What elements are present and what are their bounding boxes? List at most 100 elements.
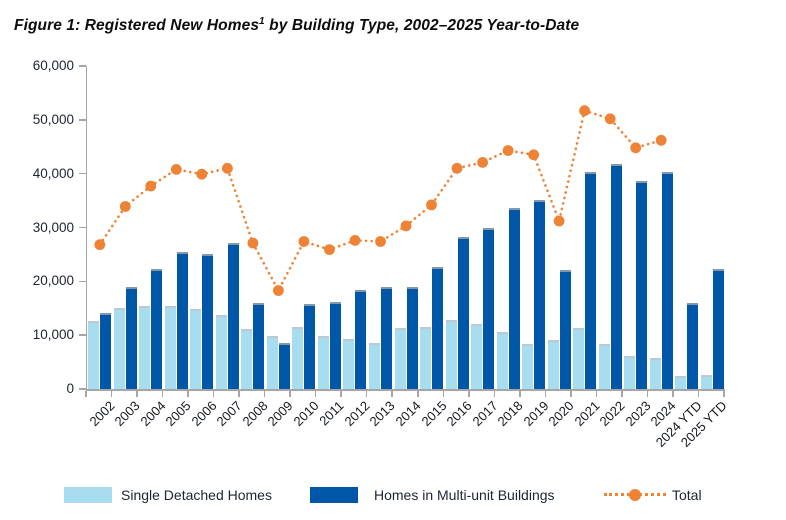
bar-single-detached-2006 <box>190 308 202 389</box>
bar-single-detached-2015 <box>420 327 432 389</box>
bar-single-detached-2004 <box>139 306 151 389</box>
bar-single-detached-2020 <box>547 340 559 389</box>
total-marker-2011 <box>324 244 335 256</box>
x-tick-20 <box>595 391 598 397</box>
total-marker-2024 <box>655 134 667 146</box>
bar-single-detached-2018 <box>496 331 508 389</box>
bar-multi-unit-2021 <box>585 172 597 389</box>
total-marker-2015 <box>426 199 437 211</box>
bar-multi-unit-2017 <box>483 227 495 389</box>
total-marker-2017 <box>477 157 488 168</box>
legend-line-marker-dot <box>629 489 641 501</box>
y-label-0: 0 <box>66 381 74 396</box>
total-marker-2005 <box>170 164 182 175</box>
bar-multi-unit-2012 <box>355 289 367 389</box>
x-tick-7 <box>263 391 266 397</box>
x-tick-12 <box>391 391 393 397</box>
x-tick-14 <box>442 391 445 397</box>
bar-single-detached-2024 <box>649 357 661 389</box>
bar-multi-unit-2004 <box>151 268 163 389</box>
bar-multi-unit-2019 <box>534 199 546 389</box>
legend-label-single-detached: Single Detached Homes <box>121 487 272 503</box>
bar-multi-unit-2008 <box>253 303 265 389</box>
bar-single-detached-2023 <box>624 355 636 389</box>
bar-single-detached-2003 <box>113 308 125 389</box>
x-tick-15 <box>468 391 470 397</box>
bar-multi-unit-2015 <box>432 266 444 389</box>
total-marker-2012 <box>349 235 361 246</box>
total-marker-2023 <box>630 142 642 154</box>
bar-multi-unit-2007 <box>227 242 239 389</box>
bar-single-detached-2022 <box>598 343 610 389</box>
bars-layer <box>87 66 725 389</box>
bar-multi-unit-2024 <box>661 171 673 389</box>
bar-single-detached-2024-ytd <box>675 375 687 389</box>
bar-multi-unit-2006 <box>202 254 214 389</box>
total-marker-2013 <box>375 236 386 247</box>
total-marker-2022 <box>604 113 616 125</box>
bar-single-detached-2017 <box>471 323 483 389</box>
bar-multi-unit-2014 <box>406 286 418 389</box>
total-marker-2004 <box>145 180 157 192</box>
total-marker-2019 <box>528 149 539 161</box>
total-marker-2021 <box>579 105 590 117</box>
figure-title: Figure 1: Registered New Homes1 by Build… <box>14 16 774 35</box>
x-tick-4 <box>187 391 189 397</box>
bar-multi-unit-2020 <box>559 270 571 389</box>
total-marker-2007 <box>222 162 233 174</box>
figure-title-rest: by Building Type, 2002–2025 Year-to-Date <box>264 17 580 35</box>
bar-multi-unit-2005 <box>176 252 188 389</box>
x-tick-0 <box>85 391 87 397</box>
bar-multi-unit-2023 <box>636 181 648 389</box>
total-marker-2003 <box>119 201 131 212</box>
total-marker-2009 <box>273 285 284 296</box>
x-tick-25 <box>723 391 725 397</box>
x-tick-2 <box>136 391 138 397</box>
bar-multi-unit-2013 <box>380 287 392 389</box>
x-tick-6 <box>238 391 240 397</box>
x-tick-19 <box>570 391 572 397</box>
bar-multi-unit-2003 <box>125 287 137 389</box>
x-tick-21 <box>621 391 623 397</box>
bar-single-detached-2007 <box>215 314 227 389</box>
bar-multi-unit-2018 <box>508 207 520 389</box>
bar-multi-unit-2024-ytd <box>687 302 699 389</box>
bar-multi-unit-2022 <box>610 163 622 389</box>
bar-single-detached-2012 <box>343 339 355 389</box>
bar-single-detached-2016 <box>445 320 457 389</box>
legend-label-total: Total <box>672 487 702 503</box>
legend: Single Detached Homes Homes in Multi-uni… <box>0 484 786 512</box>
y-label-50000: 50,000 <box>32 111 74 127</box>
total-marker-2016 <box>451 162 463 174</box>
y-label-30000: 30,000 <box>32 219 74 235</box>
y-tick-30000 <box>79 226 86 229</box>
x-tick-13 <box>417 391 419 397</box>
bar-single-detached-2019 <box>522 344 534 389</box>
bar-single-detached-2013 <box>368 343 380 389</box>
y-label-60000: 60,000 <box>32 58 74 73</box>
x-tick-23 <box>672 391 674 397</box>
y-tick-10000 <box>79 334 86 336</box>
total-dotted-line <box>98 109 663 294</box>
bar-single-detached-2025-ytd <box>700 375 712 389</box>
x-tick-10 <box>340 391 342 397</box>
legend-total-line-icon <box>604 487 666 503</box>
bar-multi-unit-2009 <box>278 343 290 389</box>
bar-single-detached-2014 <box>394 328 406 389</box>
legend-swatch-single-detached <box>64 487 112 503</box>
x-tick-3 <box>161 391 164 397</box>
plot-area <box>86 66 725 391</box>
x-tick-22 <box>646 391 649 397</box>
y-tick-50000 <box>79 119 86 121</box>
x-tick-11 <box>365 391 368 397</box>
bar-multi-unit-2011 <box>329 302 341 389</box>
total-line-layer <box>94 105 667 296</box>
total-marker-2014 <box>400 220 412 232</box>
y-tick-20000 <box>79 280 86 283</box>
bar-multi-unit-2010 <box>304 303 316 389</box>
x-tick-18 <box>544 391 547 397</box>
bar-single-detached-2008 <box>241 328 253 389</box>
bar-multi-unit-2025-ytd <box>712 268 724 389</box>
bar-multi-unit-2016 <box>457 237 469 389</box>
